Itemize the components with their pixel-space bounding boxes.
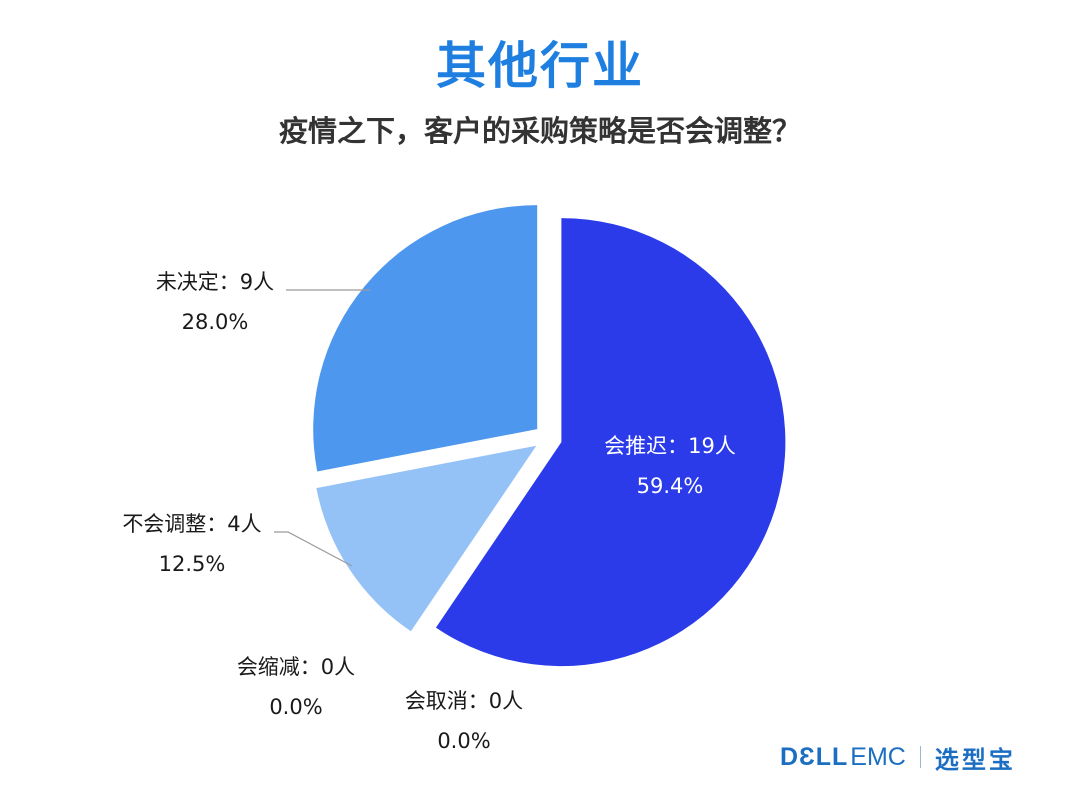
leader-line-no-change <box>274 531 353 567</box>
brand-divider <box>919 746 921 768</box>
slice-label-reduce-text: 会缩减：0人 <box>236 655 356 679</box>
pie-slice-postpone <box>435 218 786 667</box>
chart-title: 其他行业 <box>436 37 644 95</box>
slice-percent-undecided: 28.0% <box>181 310 249 334</box>
slice-label-reduce: 会缩减：0人 0.0% <box>210 647 382 727</box>
slice-label-undecided: 未决定：9人 28.0% <box>130 262 300 342</box>
pie-slice-no-change <box>316 445 537 632</box>
pie-slice-undecided <box>313 205 538 472</box>
slice-percent-reduce: 0.0% <box>269 695 323 719</box>
slice-label-undecided-text: 未决定：9人 <box>155 270 275 294</box>
xuanxingbao-logo: 选型宝 <box>934 745 1016 774</box>
dell-logo: DƐLL <box>780 742 849 771</box>
slice-label-postpone: 会推迟：19人 59.4% <box>590 426 750 506</box>
slice-percent-postpone: 59.4% <box>636 474 704 498</box>
slice-label-postpone-text: 会推迟：19人 <box>604 434 736 458</box>
slice-percent-no-change: 12.5% <box>158 552 226 576</box>
slice-label-no-change-text: 不会调整：4人 <box>122 512 262 536</box>
slice-label-cancel-text: 会取消：0人 <box>404 689 524 713</box>
slice-label-cancel: 会取消：0人 0.0% <box>378 681 550 761</box>
brand-footer: DƐLL EMC 选型宝 <box>780 740 1016 774</box>
emc-logo: EMC <box>850 742 906 771</box>
chart-subtitle: 疫情之下，客户的采购策略是否会调整？ <box>278 114 801 148</box>
slice-percent-cancel: 0.0% <box>437 729 491 753</box>
slice-label-no-change: 不会调整：4人 12.5% <box>100 504 284 584</box>
